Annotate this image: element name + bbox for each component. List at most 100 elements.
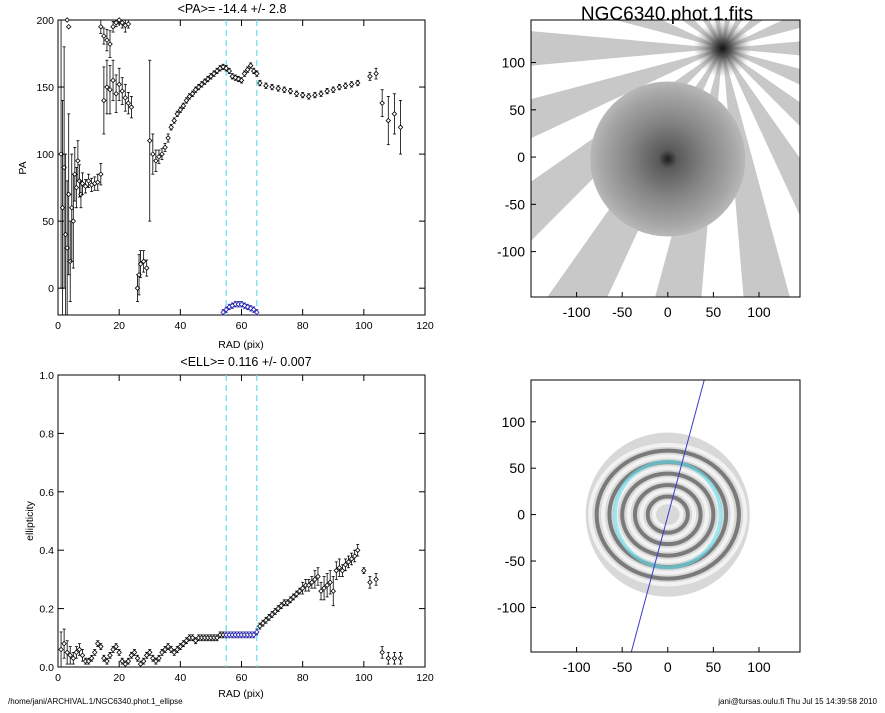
data-point — [98, 23, 104, 30]
y-tick-label: 200 — [36, 15, 54, 27]
data-point — [125, 658, 132, 664]
data-point — [125, 100, 132, 106]
data-point — [137, 261, 144, 267]
x-tick-label: 80 — [297, 320, 309, 332]
data-point — [315, 573, 321, 580]
x-tick-label: -50 — [612, 304, 632, 320]
data-point — [107, 652, 113, 659]
data-point — [146, 137, 153, 144]
data-point — [180, 103, 187, 109]
data-point — [192, 86, 199, 93]
x-tick-label: 120 — [416, 320, 434, 332]
y-tick-label: 0.8 — [39, 428, 54, 440]
data-point — [254, 70, 260, 77]
data-point — [263, 617, 269, 624]
pa-guide-lines — [225, 20, 258, 315]
data-point — [150, 151, 156, 157]
data-point — [223, 306, 229, 313]
data-point — [293, 90, 300, 97]
data-point — [156, 154, 162, 160]
data-point — [342, 562, 349, 568]
isophote-ring — [626, 477, 709, 552]
data-point — [296, 588, 303, 594]
data-point — [183, 97, 190, 104]
data-point — [278, 602, 285, 609]
data-point — [76, 646, 83, 653]
ell-plot-frame — [57, 374, 426, 668]
data-point — [134, 655, 141, 662]
data-point — [214, 68, 220, 74]
data-point — [171, 649, 177, 656]
y-tick-label: 0.4 — [39, 545, 54, 557]
data-point — [229, 73, 236, 80]
data-point — [247, 62, 254, 69]
x-tick-label: 80 — [297, 672, 309, 684]
data-point — [269, 84, 275, 90]
data-point — [98, 643, 104, 650]
data-point — [257, 80, 263, 86]
data-point — [153, 658, 159, 664]
data-point — [238, 77, 245, 84]
data-point — [82, 183, 89, 190]
data-point — [113, 19, 119, 26]
data-point — [391, 111, 398, 117]
x-tick-label: 100 — [355, 320, 373, 332]
data-point — [324, 582, 330, 589]
ell-data-marks — [58, 543, 404, 668]
isophote-ring — [632, 483, 703, 547]
data-point — [287, 88, 294, 94]
star-spike — [531, 48, 723, 139]
star-spike — [722, 48, 800, 216]
data-point — [174, 646, 181, 653]
data-point — [113, 90, 119, 97]
data-point — [156, 655, 162, 662]
data-point — [214, 635, 220, 641]
data-point — [119, 19, 125, 26]
data-point — [122, 95, 129, 101]
y-tick-label: 0.0 — [39, 662, 54, 674]
data-point — [339, 567, 346, 574]
galaxy-image-panel: NGC6340.phot.1.fits -100 -50 0 50 100-100-50… — [497, 4, 801, 320]
galaxy-image — [531, 20, 800, 297]
data-point — [379, 100, 385, 106]
data-point — [159, 151, 165, 157]
data-point — [104, 84, 110, 90]
x-tick-label: -50 — [612, 659, 632, 675]
data-point — [177, 107, 184, 113]
data-point — [192, 637, 199, 644]
data-point — [58, 646, 64, 653]
data-point — [373, 70, 379, 77]
x-tick-label: 20 — [113, 672, 125, 684]
data-point — [241, 70, 248, 77]
position-angle-line — [630, 380, 705, 652]
data-point — [85, 178, 92, 184]
data-point — [110, 23, 116, 30]
data-point — [345, 559, 352, 565]
galaxy-image-frame — [530, 19, 801, 298]
data-point — [223, 65, 229, 72]
pa-xlabel: RAD (pix) — [218, 339, 264, 351]
star-spike — [722, 41, 800, 56]
data-point — [180, 640, 187, 647]
data-point — [330, 86, 337, 93]
data-point — [266, 614, 272, 621]
pa-axis-ticks: 0 20 40 60 80 100 120 0 50 100 150 200 — [36, 15, 433, 332]
y-tick-label: 50 — [509, 102, 525, 118]
data-point — [361, 567, 367, 574]
data-point — [327, 579, 333, 586]
data-point — [299, 585, 306, 591]
data-point — [98, 171, 104, 177]
data-point — [290, 594, 297, 600]
star-spike — [722, 48, 790, 297]
data-point — [119, 658, 125, 664]
data-point — [324, 88, 330, 94]
data-point — [65, 23, 72, 30]
data-point — [272, 608, 278, 615]
data-point — [73, 184, 80, 191]
data-point — [397, 124, 404, 131]
x-tick-label: -100 — [563, 659, 591, 675]
galaxy-disk — [590, 81, 746, 237]
data-point — [211, 70, 217, 77]
data-point — [168, 124, 174, 131]
ellipticity-profile-panel: <ELL>= 0.116 +/- 0.007 0 20 40 60 80 100 120 0.… — [24, 355, 434, 700]
